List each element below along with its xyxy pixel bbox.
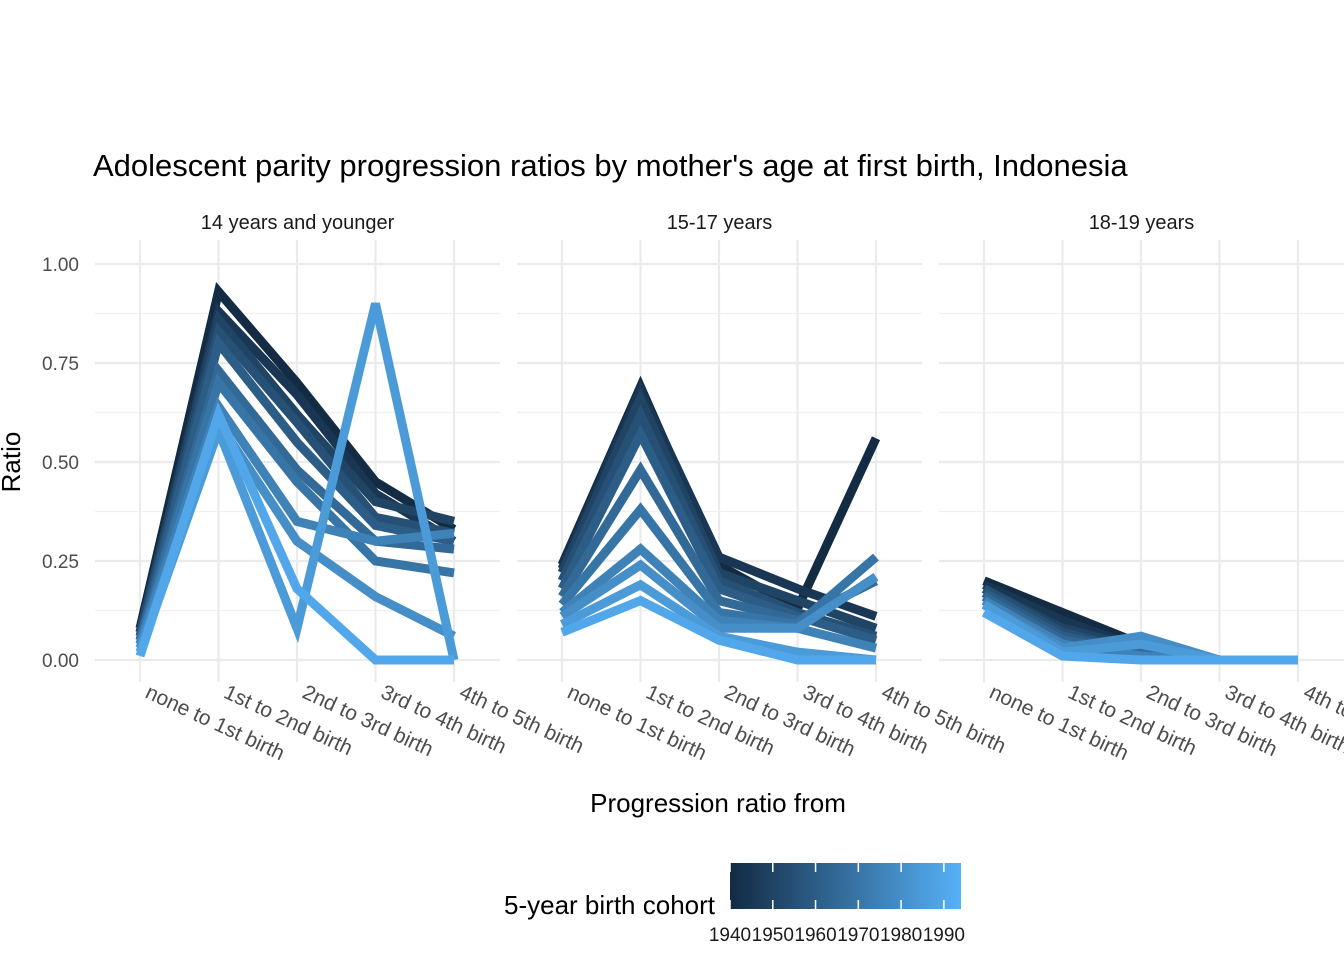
legend-colorbar xyxy=(730,863,961,909)
y-tick-label: 0.00 xyxy=(42,651,79,672)
y-axis-title: Ratio xyxy=(0,432,26,493)
x-tick-label: 2nd to 3rd birth xyxy=(299,681,437,762)
legend-tick-label: 1960 xyxy=(794,925,836,946)
x-tick-label: none to 1st birth xyxy=(564,681,710,765)
legend-tick-label: 1970 xyxy=(837,925,879,946)
legend: 5-year birth cohort 1940 1950 1960 1970 1980… xyxy=(504,863,965,946)
y-tick-label: 0.50 xyxy=(42,453,79,474)
legend-tick-label: 1940 xyxy=(709,925,751,946)
legend-tick-label: 1950 xyxy=(752,925,794,946)
legend-tick-label: 1990 xyxy=(923,925,965,946)
series-line xyxy=(135,333,455,642)
series-line xyxy=(135,373,455,646)
x-tick-label: none to 1st birth xyxy=(986,681,1132,765)
series-line xyxy=(559,543,878,653)
series-line xyxy=(560,595,876,665)
x-tick-label: 2nd to 3rd birth xyxy=(1143,681,1281,762)
legend-ticks: 1940 1950 1960 1970 1980 1990 xyxy=(709,863,965,946)
series-line xyxy=(558,502,879,630)
facet-strip-label: 15-17 years xyxy=(667,212,773,234)
facet-strip-label: 18-19 years xyxy=(1089,212,1195,234)
series-line xyxy=(557,424,878,645)
x-tick-label: none to 1st birth xyxy=(142,681,288,765)
legend-title: 5-year birth cohort xyxy=(504,890,716,920)
series-line xyxy=(981,608,1298,665)
y-tick-label: 0.25 xyxy=(42,552,79,573)
x-axis-title: Progression ratio from xyxy=(590,788,846,818)
facet-strip-label: 14 years and younger xyxy=(201,212,395,234)
x-tick-label: 2nd to 3rd birth xyxy=(721,681,859,762)
series-line xyxy=(135,402,454,665)
chart-title: Adolescent parity progression ratios by … xyxy=(93,148,1128,183)
y-tick-label: 1.00 xyxy=(42,255,79,276)
series-line xyxy=(559,559,879,633)
legend-tick-label: 1980 xyxy=(880,925,922,946)
y-tick-label: 0.75 xyxy=(42,354,79,375)
